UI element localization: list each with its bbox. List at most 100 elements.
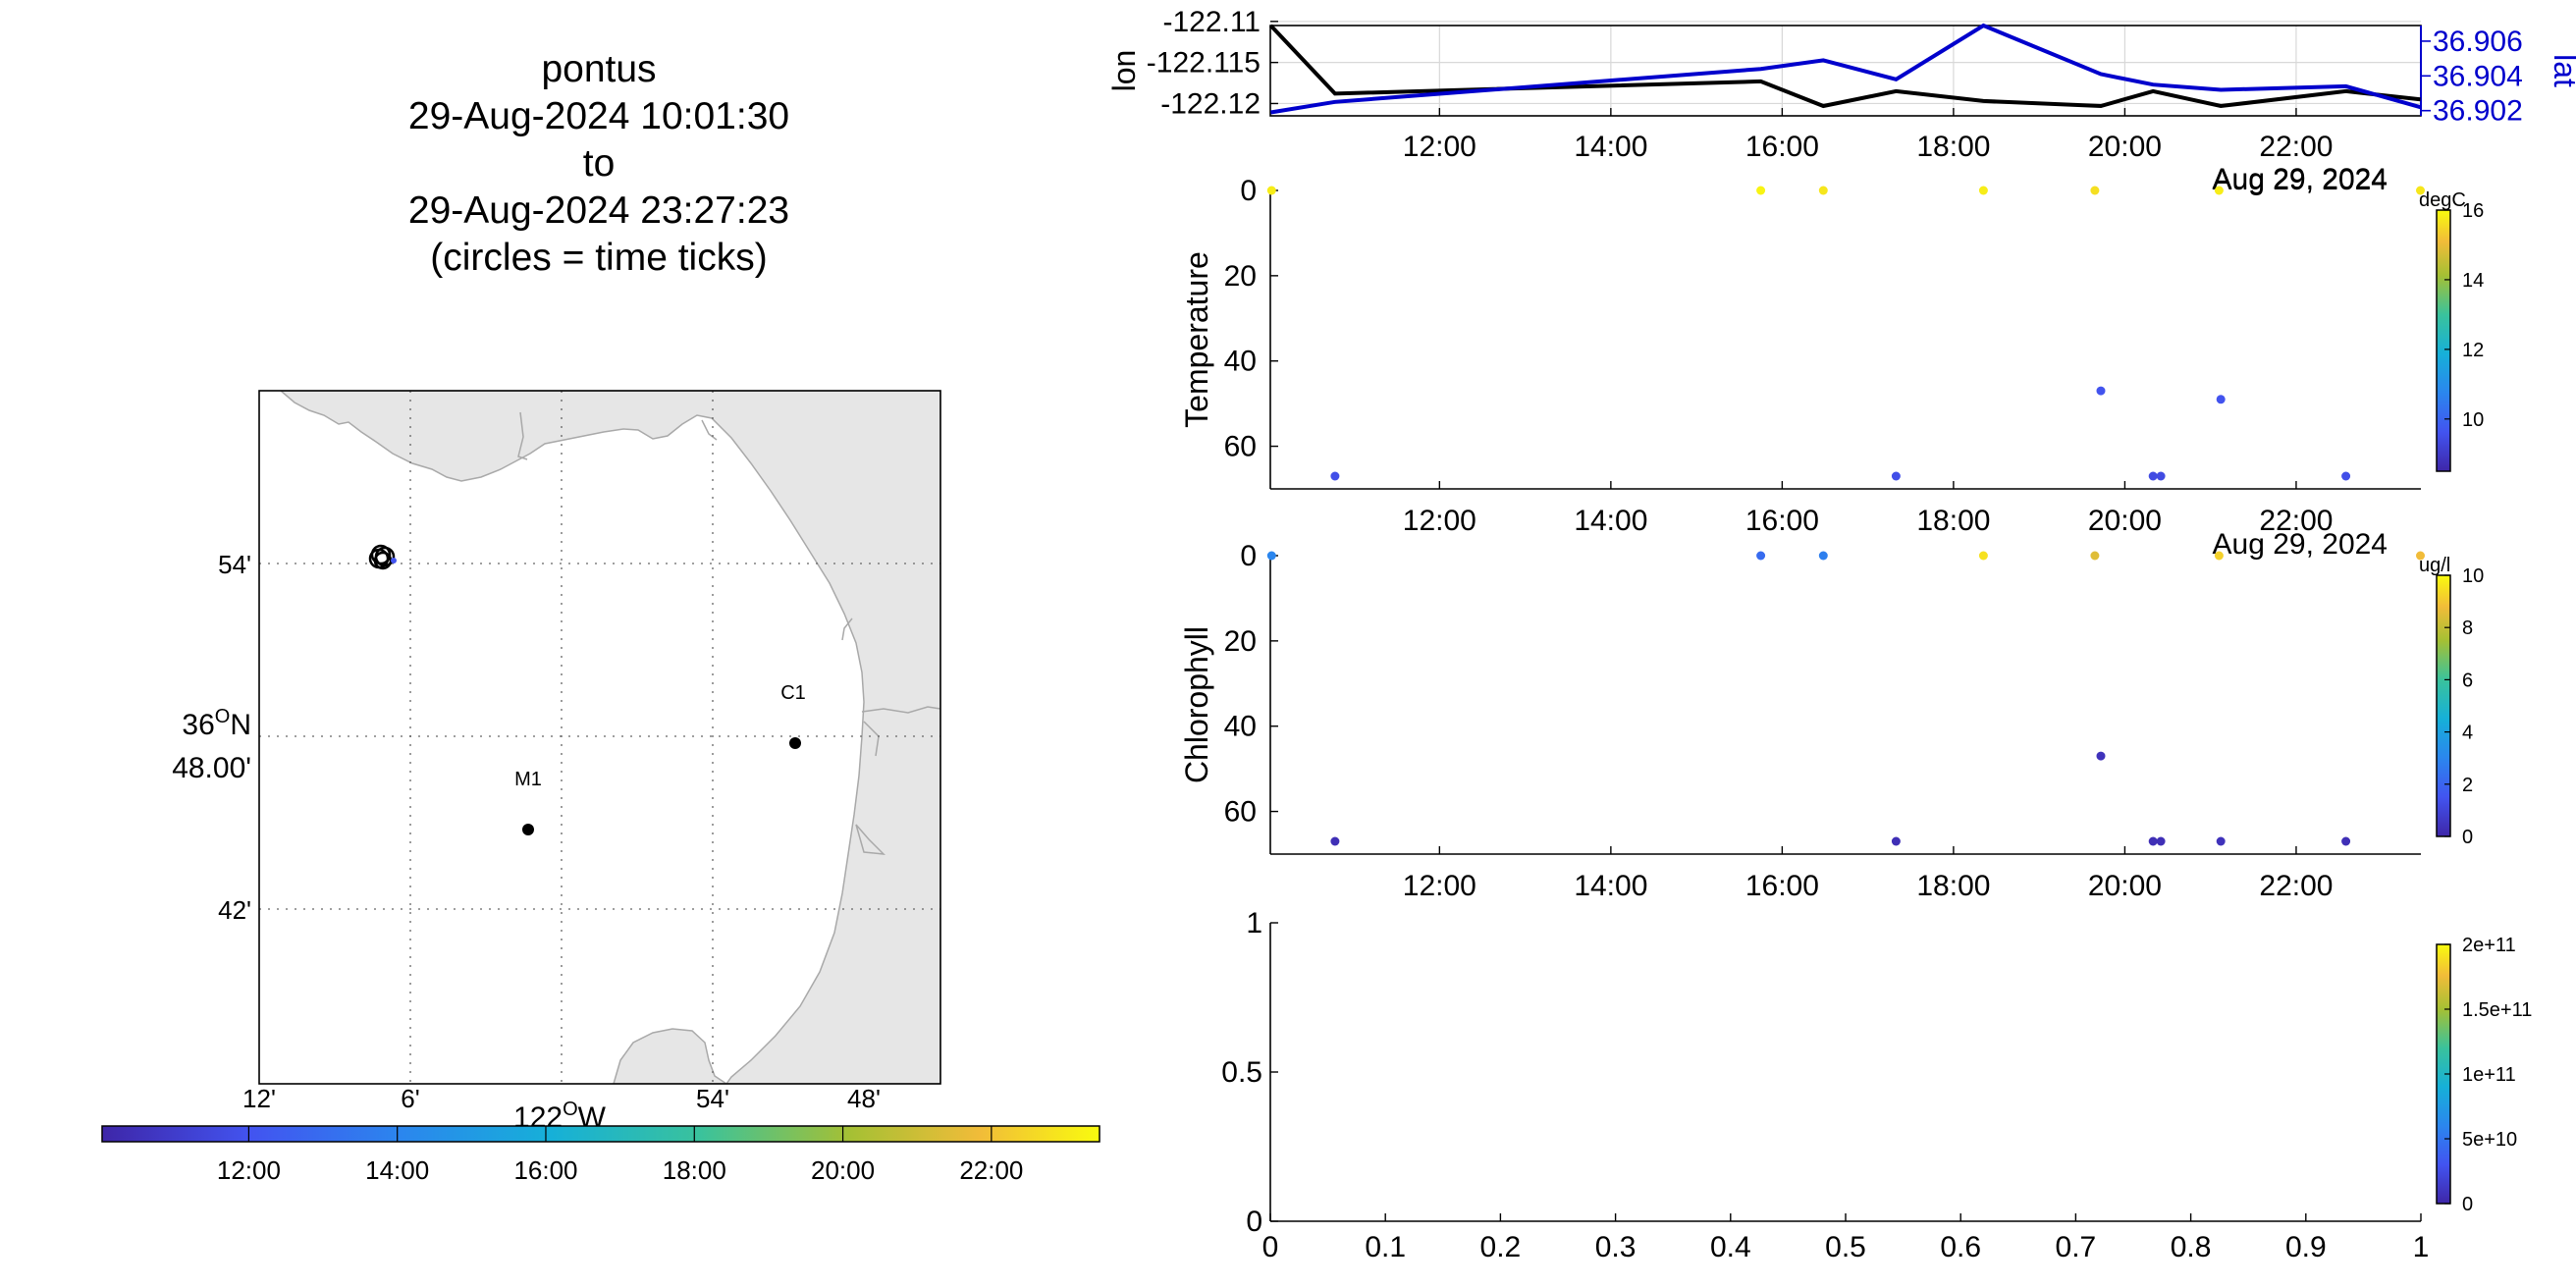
chlorophyll-point-7 [1330,836,1340,846]
temperature-point-7 [1330,471,1340,481]
temperature-colorbar-unit: degC [2419,189,2466,211]
empty-x-tick-2: 0.2 [1480,1231,1522,1263]
chlorophyll-point-10 [2148,836,2158,846]
temperature-y-tick-0: 0 [1240,175,1257,207]
lon-tick-48: 48' [847,1084,881,1113]
temperature-point-6 [2416,186,2425,195]
time-colorbar-ticks: 12:00 14:00 16:00 18:00 20:00 22:00 [217,1126,1023,1185]
mooring-c1: C1 [780,682,806,749]
empty-x-tick-0: 0 [1262,1231,1279,1263]
chlorophyll-point-11 [2156,836,2166,846]
panel0-x-tick-1: 14:00 [1574,131,1647,163]
temperature-point-10 [2148,471,2158,481]
time-colorbar-tick-1: 14:00 [365,1155,429,1185]
empty-x-tick-1: 0.1 [1365,1231,1406,1263]
panel0-x-tick-5: 22:00 [2259,131,2333,163]
temperature-point-13 [2341,471,2351,481]
title-block: pontus 29-Aug-2024 10:01:30 to 29-Aug-20… [408,48,789,279]
temperature-point-0 [1266,186,1276,195]
temperature-y-tick-2: 40 [1224,346,1257,378]
empty-panel: 0 0.1 0.2 0.3 0.4 0.5 0.6 0.7 0.8 0.9 1 1 0.5 0 2e+11 1… [1221,907,2532,1263]
panel0-x-tick-2: 16:00 [1745,131,1819,163]
chlorophyll-point-3 [1978,551,1988,561]
panel1-x-tick-3: 18:00 [1916,505,1990,537]
empty-y-tick-2: 0 [1246,1206,1262,1238]
time-colorbar-tick-5: 22:00 [959,1155,1023,1185]
temperature-colorbar-tick-2: 12 [2462,340,2484,361]
chlorophyll-colorbar-unit: ug/l [2419,555,2450,576]
lat-major-label: 36ON [182,706,251,741]
map-land [279,391,940,1084]
chlorophyll-axis-label: Chlorophyll [1179,626,1214,783]
lat-tick-0: 36.906 [2433,26,2523,58]
time-colorbar: 12:00 14:00 16:00 18:00 20:00 22:00 [101,1125,1100,1185]
temperature-point-12 [2216,395,2226,404]
empty-colorbar-tick-0: 2e+11 [2462,935,2516,956]
temperature-y-tick-3: 60 [1224,431,1257,463]
empty-colorbar-tick-3: 5e+10 [2462,1129,2517,1151]
panel1-x-tick-4: 20:00 [2088,505,2162,537]
panel1-x-tick-1: 14:00 [1574,505,1647,537]
series-line-lat [1270,23,2422,115]
chlorophyll-point-5 [2214,551,2224,561]
temperature-point-2 [1818,186,1828,195]
panel1-x-tick-5: 22:00 [2259,505,2333,537]
empty-x-tick-6: 0.6 [1940,1231,1981,1263]
chlorophyll-y-tick-3: 60 [1224,796,1257,829]
empty-x-tick-4: 0.4 [1710,1231,1751,1263]
mooring-m1-marker [522,824,534,835]
lon-tick-1: -122.115 [1147,47,1261,80]
empty-x-tick-5: 0.5 [1825,1231,1866,1263]
mooring-c1-marker [789,737,801,749]
chlorophyll-colorbar-tick-0: 10 [2462,565,2484,587]
temperature-point-5 [2214,186,2224,195]
panel2-x-tick-2: 16:00 [1745,870,1819,902]
empty-colorbar-tick-2: 1e+11 [2462,1064,2516,1086]
temperature-point-9 [2096,386,2106,396]
temperature-y-tick-1: 20 [1224,260,1257,293]
title-line-4: 29-Aug-2024 23:27:23 [408,189,789,232]
chlorophyll-colorbar-tick-1: 8 [2462,617,2473,639]
chlorophyll-panel: 12:00 14:00 16:00 18:00 20:00 22:000204060Chl… [1179,528,2484,902]
temperature-date-label: Aug 29, 2024 [2213,163,2388,195]
chlorophyll-point-12 [2216,836,2226,846]
chlorophyll-point-6 [2416,551,2425,561]
panel2-x-tick-5: 22:00 [2259,870,2333,902]
title-line-1: pontus [541,48,656,90]
temperature-colorbar-tick-0: 16 [2462,200,2484,222]
temperature-point-8 [1891,471,1901,481]
mooring-m1-label: M1 [514,769,542,790]
lon-tick-54: 54' [696,1084,729,1113]
chlorophyll-point-8 [1891,836,1901,846]
chlorophyll-y-tick-0: 0 [1240,540,1257,572]
lon-tick-6: 6' [401,1084,419,1113]
empty-x-tick-8: 0.8 [2171,1231,2212,1263]
mooring-m1: M1 [514,769,542,835]
lon-tick-0: -122.11 [1162,6,1261,38]
temperature-point-11 [2156,471,2166,481]
temperature-point-3 [1978,186,1988,195]
panel1-x-tick-0: 12:00 [1403,505,1476,537]
empty-colorbar-tick-1: 1.5e+11 [2462,999,2532,1021]
panel2-x-tick-1: 14:00 [1574,870,1647,902]
panel0-x-tick-3: 18:00 [1916,131,1990,163]
map-frame [258,390,941,1085]
lat-tick-42: 42' [218,895,251,925]
chlorophyll-point-4 [2090,551,2100,561]
empty-colorbar-tick-4: 0 [2462,1194,2473,1215]
panel2-x-tick-0: 12:00 [1403,870,1476,902]
empty-y-tick-1: 0.5 [1221,1056,1262,1089]
empty-x-tick-3: 0.3 [1595,1231,1637,1263]
chlorophyll-y-tick-2: 40 [1224,711,1257,743]
mooring-c1-label: C1 [780,682,806,704]
empty-x-tick-9: 0.9 [2285,1231,2327,1263]
map-panel: M1 C1 54' 42' 36ON 48.00' 12' 6' 54' 48'… [172,390,941,1134]
lat-tick-2: 36.902 [2433,95,2523,128]
track-marker [368,544,397,570]
time-colorbar-tick-4: 20:00 [811,1155,875,1185]
temperature-panel: 12:00 14:00 16:00 18:00 20:00 22:00 0 20 40 60 Tem… [1179,163,2484,537]
map-lat-ticks: 54' 42' 36ON 48.00' [172,550,251,925]
temperature-axis-label: Temperature [1179,251,1214,428]
series-line-lon [1268,24,2421,109]
